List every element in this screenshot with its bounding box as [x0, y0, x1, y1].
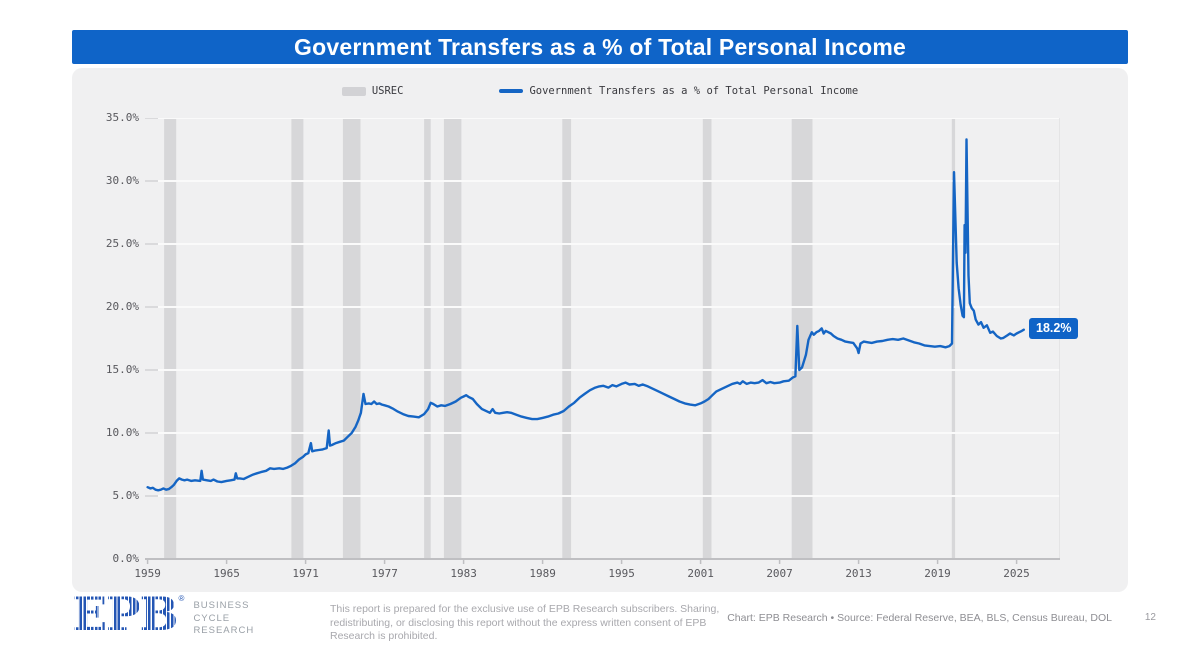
y-tick-label: 5.0%	[112, 489, 140, 502]
plot-svg	[145, 118, 1060, 564]
y-tick-label: 25.0%	[105, 237, 139, 250]
legend-label-usrec: USREC	[371, 85, 404, 97]
recession-bar	[342, 118, 361, 559]
y-tick-label: 0.0%	[112, 552, 140, 565]
logo-sub-line1: Business	[193, 600, 250, 611]
x-tick-label: 2019	[924, 567, 951, 580]
x-tick-label: 2025	[1003, 567, 1030, 580]
logo-sub-line2: Cycle	[193, 612, 231, 624]
registered-mark: ®	[178, 594, 185, 603]
chart-legend: USREC Government Transfers as a % of Tot…	[72, 85, 1128, 97]
x-tick-label: 1983	[450, 567, 477, 580]
epb-logo-text: EPB	[72, 587, 179, 641]
usrec-swatch-icon	[341, 86, 366, 96]
recession-bar	[443, 118, 462, 559]
disclaimer-text: This report is prepared for the exclusiv…	[330, 603, 720, 642]
epb-logo-subtitle: Business Cycle Research	[193, 598, 254, 638]
recession-bar	[951, 118, 956, 559]
recession-bar	[291, 118, 304, 559]
y-tick-label: 10.0%	[105, 426, 139, 439]
recession-bar	[424, 118, 431, 559]
footer: EPB ® Business Cycle Research This repor…	[0, 591, 1200, 667]
x-tick-label: 2013	[845, 567, 872, 580]
source-credit: Chart: EPB Research • Source: Federal Re…	[727, 612, 1112, 624]
x-tick-label: 1965	[213, 567, 240, 580]
epb-logo: EPB ® Business Cycle Research	[72, 591, 254, 638]
recession-bar	[562, 118, 572, 559]
recession-bar	[702, 118, 712, 559]
x-tick-label: 1971	[292, 567, 319, 580]
recession-bar	[791, 118, 813, 559]
recession-bar	[164, 118, 177, 559]
legend-label-series: Government Transfers as a % of Total Per…	[529, 85, 859, 97]
y-tick-label: 30.0%	[105, 174, 139, 187]
x-tick-label: 1995	[608, 567, 635, 580]
last-value-badge: 18.2%	[1029, 318, 1079, 339]
series-swatch-icon	[499, 89, 524, 93]
y-tick-label: 15.0%	[105, 363, 139, 376]
x-tick-label: 1989	[529, 567, 556, 580]
x-tick-label: 2001	[687, 567, 714, 580]
y-tick-label: 35.0%	[105, 111, 139, 124]
x-tick-label: 1959	[134, 567, 161, 580]
x-tick-label: 2007	[766, 567, 793, 580]
series-line	[146, 138, 1025, 492]
x-tick-label: 1977	[371, 567, 398, 580]
page-number: 12	[1144, 612, 1156, 623]
y-tick-label: 20.0%	[105, 300, 139, 313]
chart-card: USREC Government Transfers as a % of Tot…	[72, 68, 1128, 592]
title-banner: Government Transfers as a % of Total Per…	[72, 30, 1128, 64]
logo-sub-line3: Research	[193, 625, 255, 636]
legend-item-series: Government Transfers as a % of Total Per…	[499, 85, 858, 97]
chart-title: Government Transfers as a % of Total Per…	[294, 33, 906, 60]
legend-item-usrec: USREC	[341, 85, 404, 97]
